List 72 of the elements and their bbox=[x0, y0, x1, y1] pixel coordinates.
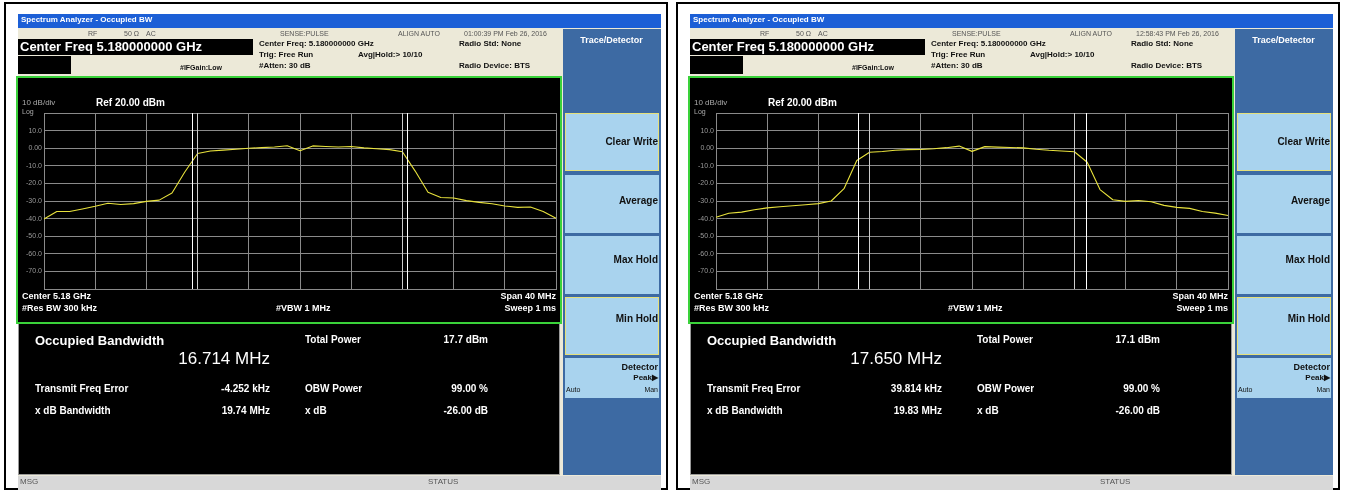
text: 39.814 kHz bbox=[889, 383, 942, 394]
text: Center 5.18 GHz bbox=[694, 291, 764, 302]
text: Peak▶ bbox=[1304, 373, 1330, 383]
text: Clear Write bbox=[604, 136, 658, 147]
text: Sweep 1 ms bbox=[1175, 303, 1228, 314]
text: 16.714 MHz bbox=[177, 349, 270, 369]
text: Center Freq: 5.180000000 GHz bbox=[931, 39, 1046, 49]
text: Total Power bbox=[977, 334, 1033, 345]
text: Ref 20.00 dBm bbox=[96, 97, 165, 108]
text: 19.83 MHz bbox=[892, 405, 942, 416]
text: Center Freq 5.180000000 GHz bbox=[20, 39, 203, 55]
text: 99.00 % bbox=[1122, 383, 1160, 394]
text: Trace/Detector bbox=[579, 35, 644, 46]
text: #Atten: 30 dB bbox=[259, 61, 311, 71]
text: Min Hold bbox=[1286, 313, 1330, 324]
text: Detector bbox=[1292, 362, 1330, 373]
text: Span 40 MHz bbox=[499, 291, 556, 302]
text: 10 dB/div bbox=[22, 98, 56, 108]
text: Occupied Bandwidth bbox=[707, 333, 837, 349]
text: Center Freq: 5.180000000 GHz bbox=[259, 39, 374, 49]
text: 17.7 dBm bbox=[442, 334, 488, 345]
text: Detector bbox=[620, 362, 658, 373]
text: MSG bbox=[692, 477, 711, 487]
text: Trig: Free Run bbox=[259, 50, 314, 60]
text: Occupied Bandwidth bbox=[35, 333, 165, 349]
text: x dB Bandwidth bbox=[707, 405, 783, 416]
text: Radio Std: None bbox=[1131, 39, 1194, 49]
text: MSG bbox=[20, 477, 39, 487]
text: Average bbox=[617, 195, 658, 206]
text: Min Hold bbox=[614, 313, 658, 324]
chart-title: Spectrum Analyzer - Occupied BW bbox=[21, 15, 153, 24]
text: Span 40 MHz bbox=[1171, 291, 1228, 302]
text: Max Hold bbox=[612, 254, 658, 265]
text: Avg|Hold:> 10/10 bbox=[1030, 50, 1095, 60]
text: Center 5.18 GHz bbox=[22, 291, 92, 302]
text: Radio Device: BTS bbox=[459, 61, 531, 71]
text: Peak▶ bbox=[632, 373, 658, 383]
text: OBW Power bbox=[305, 383, 363, 394]
text: Max Hold bbox=[1284, 254, 1330, 265]
text: -26.00 dB bbox=[1114, 405, 1160, 416]
text: Trig: Free Run bbox=[931, 50, 986, 60]
text: 17.650 MHz bbox=[849, 349, 942, 369]
text: Ref 20.00 dBm bbox=[768, 97, 837, 108]
text: Total Power bbox=[305, 334, 361, 345]
text: 99.00 % bbox=[450, 383, 488, 394]
text: OBW Power bbox=[977, 383, 1035, 394]
text: Sweep 1 ms bbox=[503, 303, 556, 314]
text: Average bbox=[1289, 195, 1330, 206]
text: Radio Std: None bbox=[459, 39, 522, 49]
text: Clear Write bbox=[1276, 136, 1330, 147]
text: x dB Bandwidth bbox=[35, 405, 111, 416]
text: Transmit Freq Error bbox=[707, 383, 801, 394]
text: -26.00 dB bbox=[442, 405, 488, 416]
text: 10 dB/div bbox=[694, 98, 728, 108]
text: STATUS bbox=[1100, 477, 1131, 487]
text: #VBW 1 MHz bbox=[948, 303, 1003, 314]
text: #Res BW 300 kHz bbox=[22, 303, 98, 314]
text: #VBW 1 MHz bbox=[276, 303, 331, 314]
text: Center Freq 5.180000000 GHz bbox=[692, 39, 875, 55]
text: Trace/Detector bbox=[1251, 35, 1316, 46]
text: Transmit Freq Error bbox=[35, 383, 129, 394]
text: Radio Device: BTS bbox=[1131, 61, 1203, 71]
text: -4.252 kHz bbox=[220, 383, 270, 394]
text: STATUS bbox=[428, 477, 459, 487]
text: x dB bbox=[305, 405, 327, 416]
text: x dB bbox=[977, 405, 999, 416]
text: #Atten: 30 dB bbox=[931, 61, 983, 71]
chart-title: Spectrum Analyzer - Occupied BW bbox=[693, 15, 825, 24]
text: 17.1 dBm bbox=[1114, 334, 1160, 345]
text: 19.74 MHz bbox=[220, 405, 270, 416]
text: Avg|Hold:> 10/10 bbox=[358, 50, 423, 60]
text: #Res BW 300 kHz bbox=[694, 303, 770, 314]
